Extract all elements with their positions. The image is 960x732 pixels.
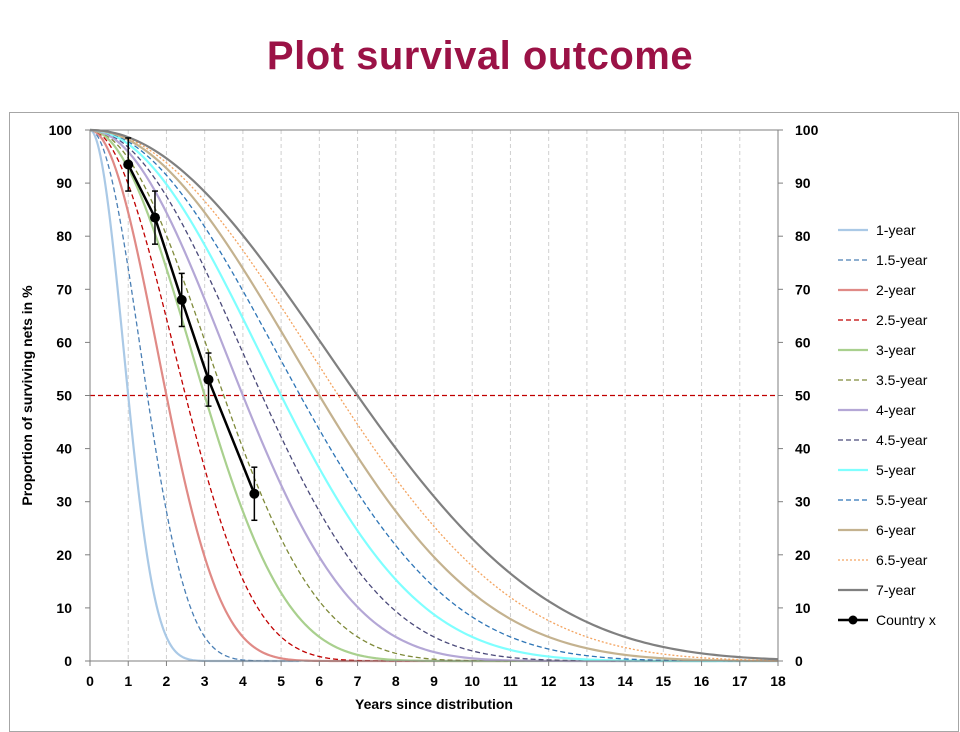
y-tick-label-right: 80 [795, 228, 811, 244]
legend-label: 3.5-year [876, 372, 928, 388]
y-tick-label-left: 100 [49, 122, 73, 138]
y-tick-label-left: 80 [56, 228, 72, 244]
x-tick-label: 13 [579, 673, 595, 689]
series-line-5.5-year [89, 129, 778, 662]
series-line-1.5-year [89, 129, 404, 662]
legend-label: 5.5-year [876, 492, 928, 508]
observed-point [149, 212, 160, 223]
x-tick-label: 5 [277, 673, 285, 689]
x-tick-label: 10 [464, 673, 480, 689]
y-tick-label-left: 10 [56, 600, 72, 616]
x-axis-title: Years since distribution [355, 696, 513, 712]
observed-layer [123, 137, 260, 522]
y-tick-label-left: 70 [56, 281, 72, 297]
y-tick-label-left: 40 [56, 441, 72, 457]
grid-layer [127, 130, 741, 661]
y-tick-label-right: 70 [795, 281, 811, 297]
legend-layer: 1-year 1.5-year 2-year 2.5-year 3-year 3.5-ye… [838, 222, 936, 628]
y-tick-label-right: 0 [795, 653, 803, 669]
observed-point [123, 159, 134, 170]
chart-frame: 0 0 10 10 20 20 30 30 40 40 50 50 60 60 70 70 80 80 90 90 10… [9, 112, 959, 732]
y-tick-label-left: 50 [56, 388, 72, 404]
x-tick-label: 3 [201, 673, 209, 689]
x-tick-label: 17 [732, 673, 748, 689]
y-tick-label-right: 50 [795, 388, 811, 404]
legend-label: 1.5-year [876, 252, 928, 268]
y-tick-label-left: 90 [56, 175, 72, 191]
x-tick-label: 15 [656, 673, 672, 689]
observed-point [203, 374, 214, 385]
legend-label: 2-year [876, 282, 916, 298]
x-tick-label: 0 [86, 673, 94, 689]
legend-label: 6-year [876, 522, 916, 538]
y-tick-label-right: 30 [795, 494, 811, 510]
x-tick-label: 1 [124, 673, 132, 689]
legend-label: 2.5-year [876, 312, 928, 328]
legend-label: 7-year [876, 582, 916, 598]
y-axis-title: Proportion of surviving nets in % [19, 285, 35, 506]
x-tick-label: 9 [430, 673, 438, 689]
series-line-7-year [89, 128, 779, 661]
series-line-6-year [89, 128, 779, 663]
y-tick-label-right: 10 [795, 600, 811, 616]
x-tick-label: 2 [163, 673, 171, 689]
legend-label: Country x [876, 612, 936, 628]
legend-label: 5-year [876, 462, 916, 478]
x-tick-label: 14 [617, 673, 633, 689]
x-tick-label: 7 [354, 673, 362, 689]
x-tick-label: 18 [770, 673, 786, 689]
y-tick-label-left: 60 [56, 334, 72, 350]
x-tick-label: 12 [541, 673, 557, 689]
y-tick-label-left: 0 [64, 653, 72, 669]
observed-point [249, 488, 260, 499]
x-tick-label: 4 [239, 673, 247, 689]
y-tick-label-right: 100 [795, 122, 819, 138]
observed-point [176, 294, 187, 305]
x-tick-label: 6 [315, 673, 323, 689]
slide-title: Plot survival outcome [266, 34, 694, 78]
x-tick-label: 8 [392, 673, 400, 689]
x-tick-label: 11 [503, 673, 518, 689]
legend-label: 6.5-year [876, 552, 928, 568]
legend-label: 1-year [876, 222, 916, 238]
legend-label: 3-year [876, 342, 916, 358]
y-tick-label-right: 90 [795, 175, 811, 191]
y-tick-label-left: 30 [56, 494, 72, 510]
legend-label: 4.5-year [876, 432, 928, 448]
y-tick-label-right: 40 [795, 441, 811, 457]
x-tick-label: 16 [694, 673, 710, 689]
legend-label: 4-year [876, 402, 916, 418]
y-tick-label-right: 20 [795, 547, 811, 563]
series-line-3.5-year [89, 129, 778, 662]
y-tick-label-right: 60 [795, 334, 811, 350]
legend-marker [848, 615, 858, 625]
series-line-6.5-year [89, 129, 779, 662]
y-tick-label-left: 20 [56, 547, 72, 563]
